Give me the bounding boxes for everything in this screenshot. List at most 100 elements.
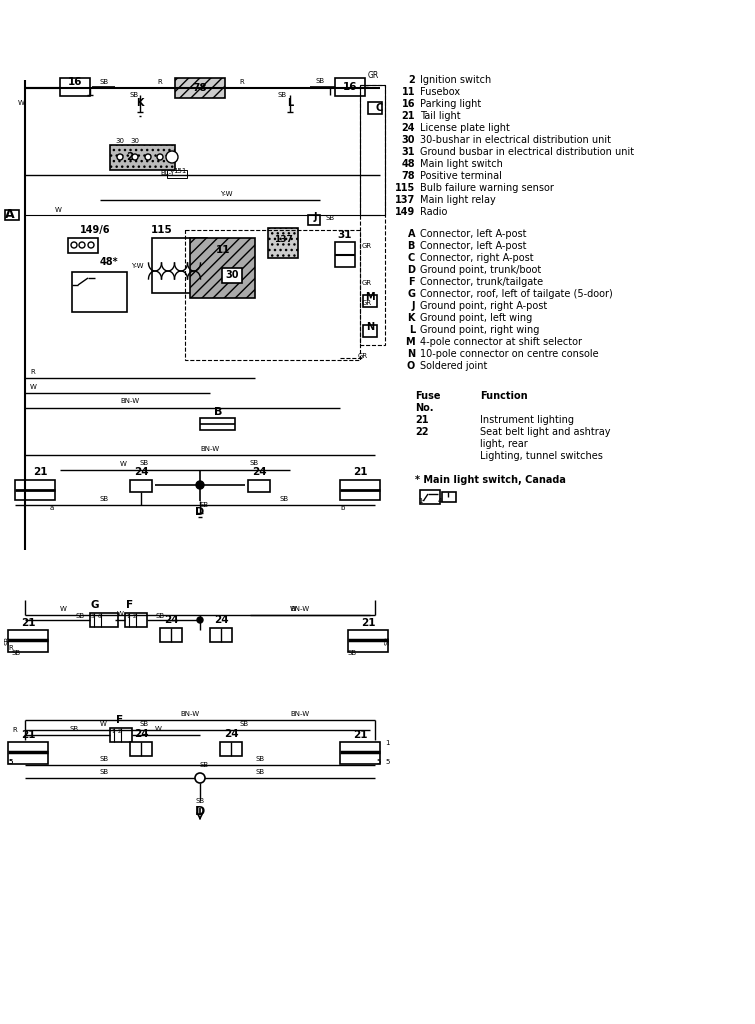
Bar	[185, 230, 360, 360]
Bar	[363, 325, 377, 337]
Text: R: R	[30, 369, 35, 375]
Text: Parking light: Parking light	[420, 99, 481, 109]
Text: Soldered joint: Soldered joint	[420, 361, 488, 371]
Text: SB: SB	[100, 756, 109, 762]
Text: Ground point, right wing: Ground point, right wing	[420, 325, 539, 335]
Text: SB: SB	[140, 460, 149, 466]
Text: 137: 137	[273, 236, 292, 245]
Text: 16: 16	[68, 77, 82, 87]
Circle shape	[195, 773, 205, 783]
Text: M: M	[405, 337, 415, 347]
Text: W: W	[60, 606, 67, 612]
Text: SB: SB	[250, 460, 259, 466]
Text: N: N	[407, 349, 415, 359]
Text: a: a	[50, 505, 54, 511]
Bar	[130, 742, 152, 756]
Bar	[175, 78, 225, 98]
Text: D: D	[195, 805, 205, 818]
Text: SB: SB	[325, 215, 334, 221]
Bar	[222, 268, 242, 283]
Bar	[200, 418, 235, 430]
Bar	[210, 628, 232, 642]
Text: 24: 24	[134, 729, 148, 739]
Text: Ground point, trunk/boot: Ground point, trunk/boot	[420, 265, 541, 275]
Text: 31: 31	[337, 230, 353, 240]
Bar	[340, 480, 380, 500]
Bar	[442, 492, 456, 502]
Text: D: D	[407, 265, 415, 275]
Text: 30-bushar in electrical distribution unit: 30-bushar in electrical distribution uni…	[420, 135, 611, 145]
Text: Lighting, tunnel switches: Lighting, tunnel switches	[480, 451, 603, 461]
Text: Y-W: Y-W	[131, 263, 143, 269]
Circle shape	[197, 617, 203, 623]
Text: 5: 5	[8, 759, 12, 765]
Bar	[248, 480, 270, 492]
Text: 24: 24	[251, 467, 267, 477]
Text: SB: SB	[155, 613, 164, 618]
Text: Connector, left A-post: Connector, left A-post	[420, 241, 526, 251]
Text: Ground point, right A-post: Ground point, right A-post	[420, 301, 547, 311]
Text: 30: 30	[116, 138, 125, 144]
Bar	[5, 210, 19, 220]
Bar	[68, 238, 98, 253]
Text: F: F	[116, 715, 124, 725]
Text: 5: 5	[385, 759, 390, 765]
Text: 21: 21	[353, 467, 367, 477]
Text: SB: SB	[240, 721, 249, 727]
Text: 21: 21	[402, 111, 415, 121]
Text: BN-W: BN-W	[120, 398, 139, 404]
Text: 24: 24	[223, 729, 239, 739]
Text: Main light relay: Main light relay	[420, 195, 496, 205]
Text: W: W	[17, 100, 24, 106]
Text: 5: 5	[8, 759, 12, 765]
Text: BN-W: BN-W	[290, 606, 309, 612]
Text: 115: 115	[151, 225, 173, 234]
Text: SB: SB	[76, 613, 85, 618]
Text: Ground point, left wing: Ground point, left wing	[420, 313, 532, 323]
Text: SB: SB	[348, 650, 357, 656]
Text: 22: 22	[415, 427, 429, 437]
Text: Instrument lighting: Instrument lighting	[480, 415, 574, 425]
Text: 2: 2	[408, 75, 415, 85]
Text: SB: SB	[100, 79, 109, 85]
Text: L: L	[408, 325, 415, 335]
Bar	[335, 78, 365, 96]
Text: 149/6: 149/6	[80, 225, 110, 234]
Bar	[190, 238, 255, 298]
Bar	[15, 480, 55, 500]
Text: GR: GR	[362, 300, 372, 306]
Text: SB: SB	[316, 78, 325, 84]
Bar	[125, 613, 147, 627]
Text: 6: 6	[98, 614, 101, 618]
Text: Function: Function	[480, 391, 528, 401]
Text: 24: 24	[134, 467, 148, 477]
Text: BN-W: BN-W	[200, 446, 219, 452]
Text: BN-W: BN-W	[180, 711, 199, 717]
Text: L: L	[287, 98, 293, 108]
Text: 21: 21	[361, 618, 375, 628]
Text: 48: 48	[402, 159, 415, 169]
Text: 30: 30	[402, 135, 415, 145]
Bar	[160, 628, 182, 642]
Text: C: C	[408, 253, 415, 263]
Text: SB: SB	[255, 756, 264, 762]
Text: K: K	[408, 313, 415, 323]
Text: 4: 4	[438, 498, 442, 504]
Bar	[368, 102, 382, 114]
Text: SB: SB	[140, 721, 149, 727]
Text: 10-pole connector on centre console: 10-pole connector on centre console	[420, 349, 599, 359]
Text: GR: GR	[362, 243, 372, 249]
Text: 149: 149	[395, 207, 415, 217]
Text: 21: 21	[20, 618, 35, 628]
Bar	[360, 85, 385, 215]
Text: R: R	[12, 727, 17, 733]
Text: D: D	[196, 507, 205, 517]
Bar	[363, 295, 377, 307]
Text: 2: 2	[118, 729, 122, 734]
Text: W: W	[100, 721, 107, 727]
Text: Seat belt light and ashtray: Seat belt light and ashtray	[480, 427, 611, 437]
Text: Connector, trunk/tailgate: Connector, trunk/tailgate	[420, 278, 543, 287]
Text: B: B	[214, 407, 222, 417]
Text: 16: 16	[343, 82, 357, 92]
Text: SB: SB	[12, 650, 21, 656]
